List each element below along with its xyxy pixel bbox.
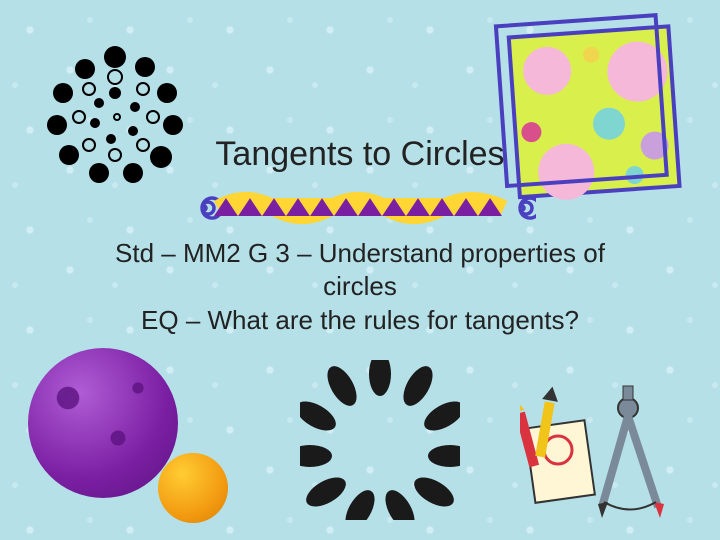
slide-title: Tangents to Circles — [0, 135, 720, 174]
eq-line: EQ – What are the rules for tangents? — [141, 305, 579, 335]
slide-body: Std – MM2 G 3 – Understand properties of… — [60, 237, 660, 337]
slide: Tangents to Circles — [0, 0, 720, 540]
std-line2: circles — [323, 271, 397, 301]
std-line1: Std – MM2 G 3 – Understand properties of — [115, 238, 605, 268]
wavy-divider-icon — [186, 190, 536, 226]
drawing-tools-icon — [520, 372, 670, 522]
leaf-ring-icon — [300, 360, 460, 520]
purple-orange-spheres-icon — [28, 348, 228, 528]
color-square-icon — [490, 10, 690, 205]
